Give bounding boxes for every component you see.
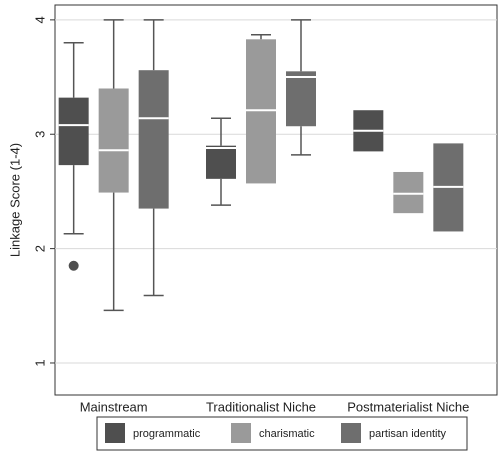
y-tick-label: 2 [32, 245, 47, 252]
x-tick-label: Mainstream [80, 399, 148, 414]
x-tick-label: Traditionalist Niche [206, 399, 316, 414]
legend-frame [96, 416, 468, 451]
outlier [68, 260, 79, 271]
legend-swatch [231, 423, 251, 443]
y-tick-label: 4 [32, 16, 47, 23]
plot-frame [54, 4, 498, 396]
box [246, 39, 276, 184]
box [98, 88, 129, 193]
legend-label: programmatic [133, 428, 201, 440]
y-tick-label: 1 [32, 359, 47, 366]
box [206, 145, 236, 179]
legend-swatch [341, 423, 361, 443]
box [138, 70, 169, 209]
box [393, 171, 424, 214]
box [58, 97, 89, 166]
legend-swatch [105, 423, 125, 443]
legend-label: charismatic [259, 428, 315, 440]
legend-label: partisan identity [369, 428, 447, 440]
y-tick-label: 3 [32, 131, 47, 138]
box [286, 71, 316, 127]
y-axis-title: Linkage Score (1-4) [7, 143, 22, 257]
x-tick-label: Postmaterialist Niche [347, 399, 469, 414]
